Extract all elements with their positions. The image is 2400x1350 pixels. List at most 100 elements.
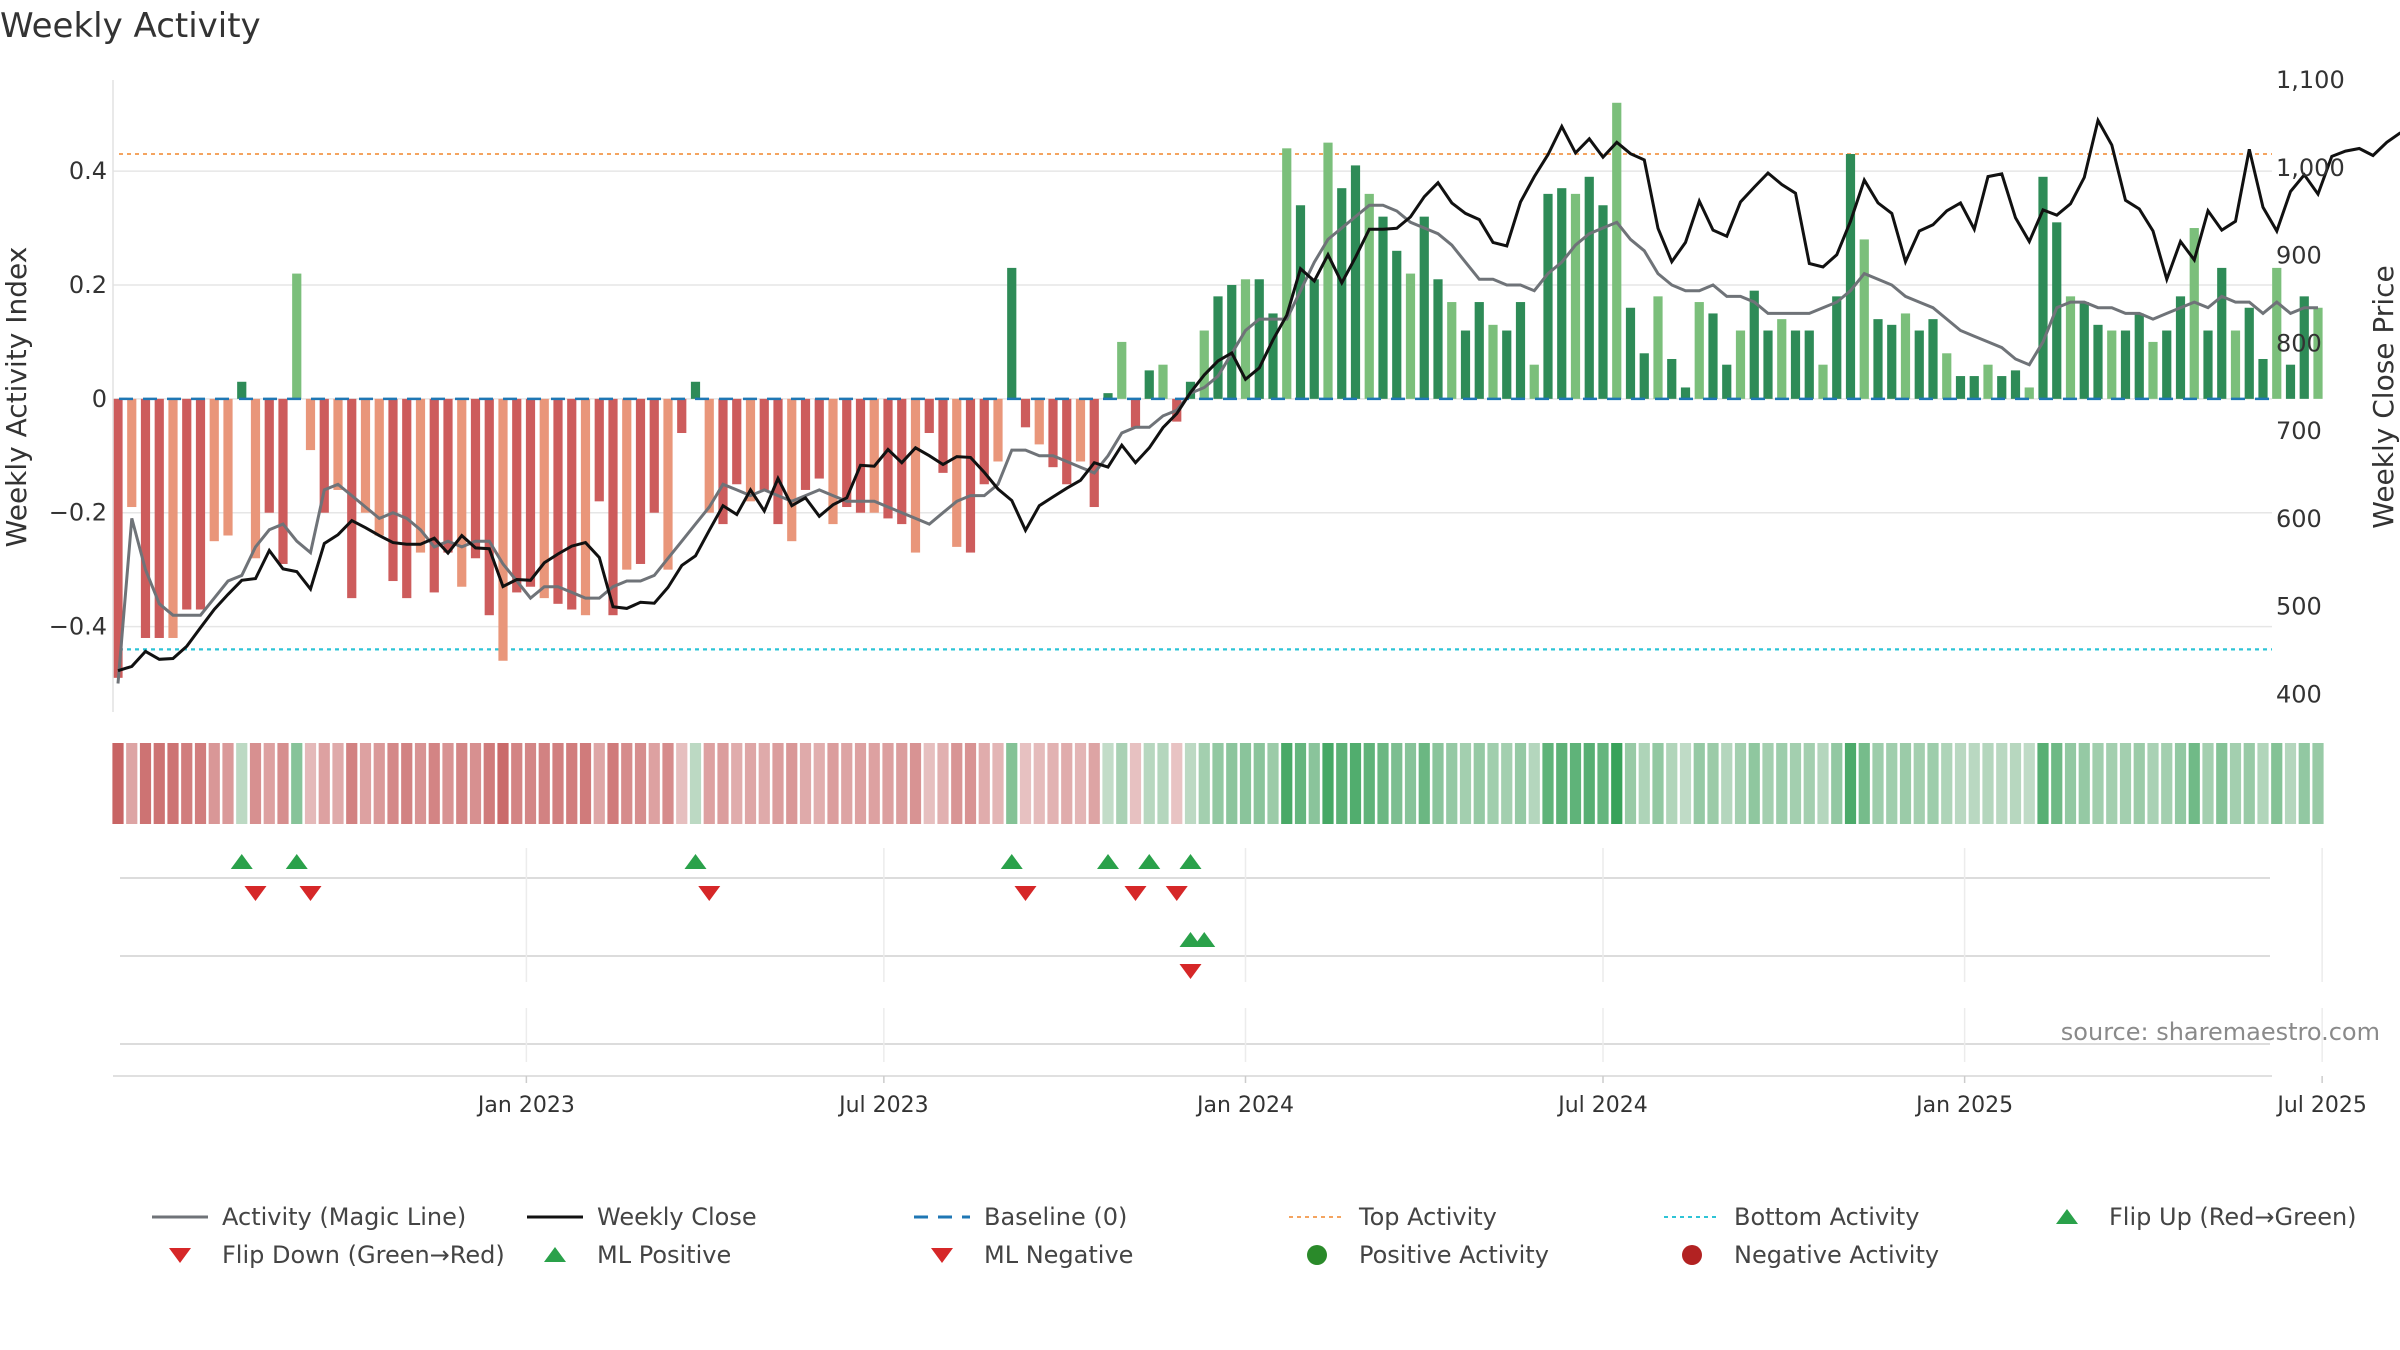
activity-bar bbox=[2079, 302, 2089, 399]
activity-bar bbox=[608, 398, 618, 616]
activity-bar bbox=[1405, 273, 1416, 399]
x-tick-label: Jul 2023 bbox=[837, 1093, 929, 1118]
activity-bar bbox=[1900, 313, 1911, 399]
flip-down-marker bbox=[244, 886, 267, 901]
heat-cell bbox=[1542, 743, 1554, 824]
x-tick-label: Jul 2024 bbox=[1556, 1093, 1648, 1118]
activity-bar bbox=[1295, 205, 1306, 399]
activity-bar bbox=[2120, 330, 2131, 399]
axes: 0.4 0.2 0 −0.2 −0.4 1,100 1,000 900 800 700 600 500… bbox=[49, 66, 2345, 712]
x-tick-label: Jul 2025 bbox=[2275, 1093, 2367, 1118]
activity-bar bbox=[443, 398, 453, 553]
activity-bar bbox=[580, 398, 591, 616]
heat-cell bbox=[236, 743, 248, 824]
heat-cell bbox=[813, 743, 825, 824]
legend-label: ML Positive bbox=[597, 1241, 732, 1269]
heat-cell bbox=[1831, 743, 1843, 824]
heat-cell bbox=[964, 743, 977, 824]
activity-bar bbox=[1804, 330, 1814, 399]
heat-cell bbox=[896, 743, 908, 824]
heat-cell bbox=[2009, 743, 2022, 824]
heat-cell bbox=[786, 743, 798, 824]
heat-cell bbox=[1198, 743, 1210, 824]
heat-cell bbox=[483, 743, 495, 824]
heat-cell bbox=[208, 743, 220, 824]
flip-up-marker bbox=[1138, 854, 1161, 869]
heat-cell bbox=[414, 743, 427, 824]
activity-bar bbox=[979, 398, 989, 485]
heat-cell bbox=[194, 743, 207, 824]
x-tick-label: Jan 2023 bbox=[476, 1093, 575, 1118]
y2-tick-label: 600 bbox=[2276, 505, 2322, 533]
heat-cell bbox=[359, 743, 372, 824]
y-tick-label: 0 bbox=[92, 385, 107, 413]
heat-cell bbox=[2064, 743, 2077, 824]
heat-cell bbox=[2092, 743, 2104, 824]
heat-cell bbox=[1473, 743, 1485, 824]
y2-tick-label: 1,100 bbox=[2276, 66, 2345, 94]
heat-cell bbox=[1927, 743, 1939, 824]
activity-bar bbox=[1625, 307, 1636, 399]
heat-cell bbox=[1721, 743, 1733, 824]
activity-bar bbox=[1543, 193, 1553, 399]
activity-bar bbox=[1144, 370, 1154, 399]
activity-bar bbox=[1048, 398, 1058, 468]
heat-cell bbox=[1941, 743, 1953, 824]
heat-cell bbox=[2312, 743, 2324, 824]
legend-label: Top Activity bbox=[1359, 1203, 1497, 1231]
heat-cell bbox=[1913, 743, 1925, 824]
activity-bar bbox=[1557, 188, 1567, 399]
heat-cell bbox=[1281, 743, 1293, 824]
heat-cell bbox=[1088, 743, 1100, 824]
heat-cell bbox=[1184, 743, 1197, 824]
activity-bar bbox=[1914, 330, 1924, 399]
activity-bar bbox=[732, 398, 742, 485]
heat-cell bbox=[2298, 743, 2310, 824]
legend-item: Top Activity bbox=[1287, 1203, 1497, 1231]
heat-cell bbox=[1363, 743, 1375, 824]
activity-bar bbox=[305, 398, 316, 451]
legend-label: Flip Up (Red→Green) bbox=[2109, 1203, 2357, 1231]
heat-cell bbox=[648, 743, 660, 824]
heat-cell bbox=[758, 743, 770, 824]
activity-bar bbox=[2107, 330, 2117, 399]
heat-cell bbox=[2271, 743, 2283, 824]
heat-cell bbox=[1418, 743, 1430, 824]
heat-cell bbox=[2023, 743, 2035, 824]
activity-bars bbox=[113, 102, 2323, 678]
heat-cell bbox=[978, 743, 990, 824]
flip-up-marker bbox=[285, 854, 308, 869]
activity-bar bbox=[883, 398, 893, 519]
reference-lines bbox=[119, 153, 2272, 651]
legend-label: Negative Activity bbox=[1734, 1241, 1940, 1269]
activity-bar bbox=[402, 398, 412, 599]
heat-cell bbox=[1501, 743, 1513, 824]
x-tick-label: Jan 2025 bbox=[1914, 1093, 2013, 1118]
legend-symbol bbox=[150, 1243, 210, 1267]
activity-bar bbox=[1254, 279, 1264, 399]
heat-cell bbox=[951, 743, 963, 824]
legend: Activity (Magic Line) Weekly Close Baselin… bbox=[150, 1203, 2400, 1293]
heat-cell bbox=[841, 743, 853, 824]
activity-bar bbox=[800, 398, 811, 490]
activity-bar bbox=[1062, 398, 1072, 485]
heat-cell bbox=[401, 743, 413, 824]
activity-bar bbox=[759, 398, 769, 490]
activity-bar bbox=[457, 398, 467, 587]
activity-bar bbox=[1887, 324, 1897, 399]
y2-tick-label: 900 bbox=[2276, 242, 2322, 270]
ml-negative-marker bbox=[1179, 964, 1202, 979]
legend-item: ML Negative bbox=[912, 1241, 1133, 1269]
activity-bar bbox=[1694, 302, 1704, 399]
heat-cell bbox=[1143, 743, 1155, 824]
legend-symbol bbox=[2037, 1205, 2097, 1229]
heat-cell bbox=[304, 743, 317, 824]
activity-bar bbox=[567, 398, 577, 610]
legend-label: Baseline (0) bbox=[984, 1203, 1128, 1231]
heat-cell bbox=[1404, 743, 1417, 824]
heat-cell bbox=[1734, 743, 1747, 824]
activity-bar bbox=[1722, 364, 1732, 399]
legend-label: Bottom Activity bbox=[1734, 1203, 1920, 1231]
heat-cell bbox=[2106, 743, 2118, 824]
activity-bar bbox=[1873, 319, 1883, 399]
